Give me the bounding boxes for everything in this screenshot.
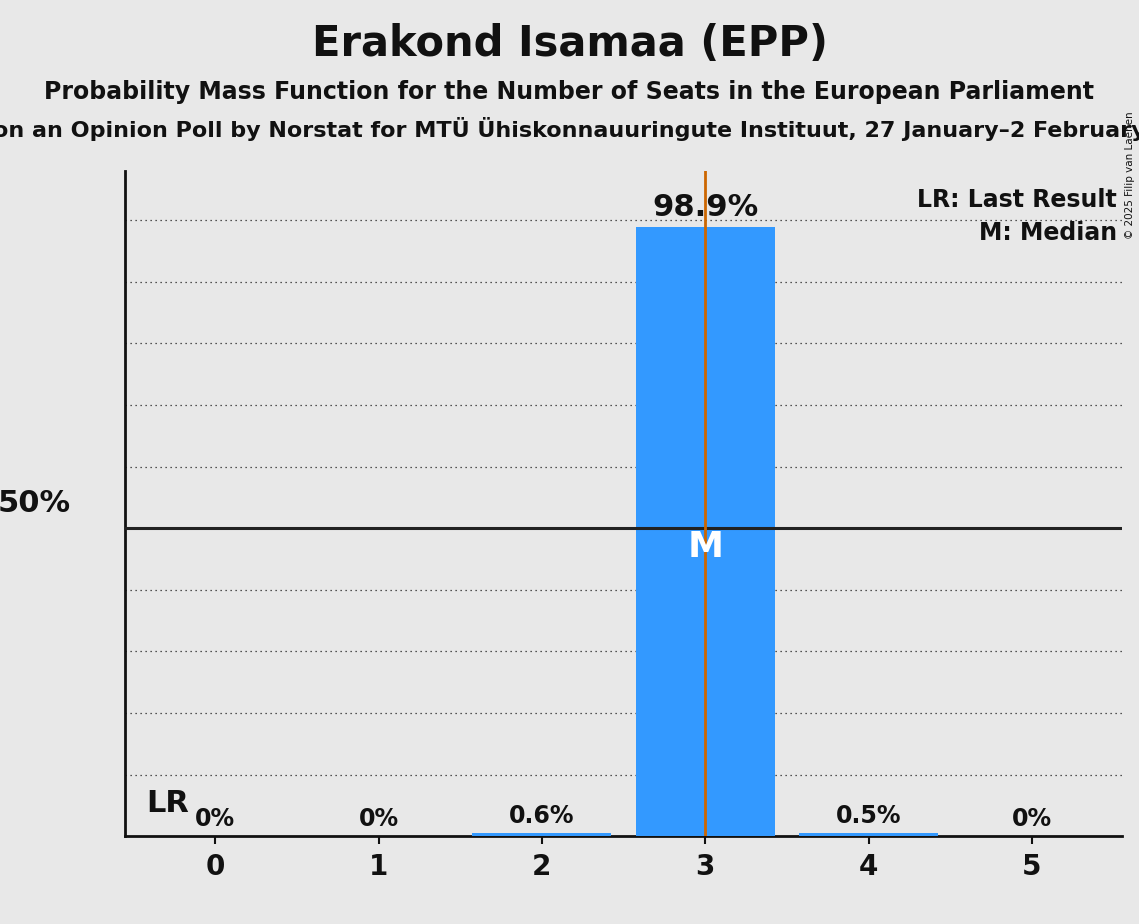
Text: Probability Mass Function for the Number of Seats in the European Parliament: Probability Mass Function for the Number… xyxy=(44,80,1095,104)
Text: on an Opinion Poll by Norstat for MTÜ Ühiskonnauuringute Instituut, 27 January–2: on an Opinion Poll by Norstat for MTÜ Üh… xyxy=(0,117,1139,141)
Text: LR: LR xyxy=(147,789,189,818)
Text: 0%: 0% xyxy=(195,808,236,832)
Text: Erakond Isamaa (EPP): Erakond Isamaa (EPP) xyxy=(311,23,828,65)
Text: 50%: 50% xyxy=(0,489,71,518)
Text: 0.5%: 0.5% xyxy=(836,804,901,828)
Text: 98.9%: 98.9% xyxy=(653,193,759,222)
Text: © 2025 Filip van Laenen: © 2025 Filip van Laenen xyxy=(1125,111,1134,238)
Text: 0%: 0% xyxy=(1011,808,1052,832)
Bar xyxy=(636,227,775,836)
Text: 0.6%: 0.6% xyxy=(509,804,575,828)
Text: M: M xyxy=(687,529,723,564)
Text: M: Median: M: Median xyxy=(978,221,1117,245)
Bar xyxy=(473,833,612,836)
Text: 0%: 0% xyxy=(359,808,399,832)
Text: LR: Last Result: LR: Last Result xyxy=(917,188,1117,212)
Bar xyxy=(800,833,939,836)
